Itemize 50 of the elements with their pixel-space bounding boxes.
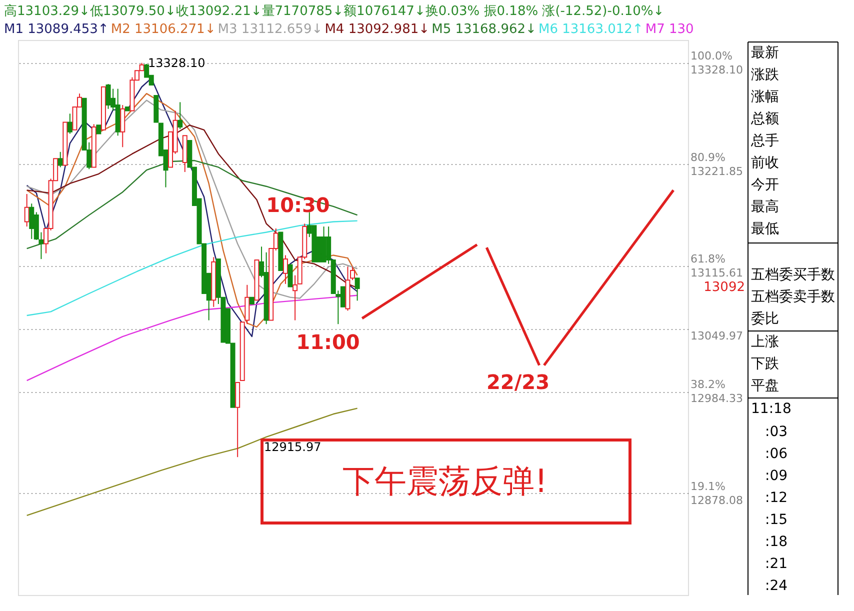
text: 11:18 [751, 401, 792, 417]
text: :12 [765, 490, 788, 506]
y2-tick-label: 38.2% [690, 378, 726, 392]
y-tick-label: 12984.33 [690, 392, 743, 406]
text: 13092 [704, 280, 745, 295]
text: 最低 [751, 221, 779, 237]
text: 总手 [750, 133, 779, 149]
annotation: 12915.97 [264, 440, 322, 454]
text: M2 13106.271↓ [110, 22, 216, 37]
text: :09 [765, 468, 788, 484]
text: M6 13163.012↑ [538, 22, 644, 37]
y-tick-label: 12878.08 [690, 494, 743, 507]
annotation: 下午震荡反弹! [342, 462, 548, 500]
text: 涨跌 [751, 67, 779, 83]
text: 五档委买手数 [751, 267, 835, 283]
text: 平盘 [751, 378, 779, 394]
annotation: 11:00 [296, 330, 360, 354]
text: M1 13089.453↑ [4, 22, 109, 37]
text: 今开 [751, 177, 779, 193]
y2-tick-label: 61.8% [690, 252, 726, 266]
text: :06 [765, 446, 788, 462]
y-tick-label: 13115.61 [690, 266, 743, 280]
y-tick-label: 13221.85 [690, 164, 743, 178]
text: 五档委卖手数 [751, 289, 835, 305]
y-tick-label: 13328.10 [690, 63, 743, 76]
text: M3 13112.659↓ [218, 22, 323, 37]
text: 最高 [751, 199, 779, 215]
text: 高13103.29↓低13079.50↓收13092.21↓量7170785↓额1076147↓换0.03% 振0.18% 涨(-12.52)-0.10%↓ [4, 3, 664, 19]
text: 委比 [751, 311, 779, 327]
text: 前收 [751, 155, 779, 171]
annotation: 10:30 [266, 193, 330, 217]
y2-tick-label: 19.1% [690, 480, 726, 493]
y2-tick-label: 100.0% [690, 49, 732, 62]
text: :24 [765, 578, 788, 594]
text: 涨幅 [751, 89, 779, 105]
text: M7 130 [645, 22, 694, 37]
y2-tick-label: 80.9% [690, 151, 726, 164]
text: 总额 [750, 111, 779, 127]
text: 下跌 [751, 356, 779, 372]
annotation: 22/23 [486, 370, 550, 394]
text: :03 [765, 424, 788, 440]
text: :21 [765, 556, 788, 572]
y-tick-label: 13049.97 [690, 329, 743, 342]
text: 上涨 [751, 334, 779, 350]
text: 最新 [751, 45, 779, 61]
text: :18 [765, 534, 788, 550]
annotation: 13328.10 [148, 56, 206, 70]
text: :15 [765, 512, 788, 528]
text: M4 13092.981↓ [324, 22, 430, 37]
text: M5 13168.962↓ [432, 22, 536, 37]
